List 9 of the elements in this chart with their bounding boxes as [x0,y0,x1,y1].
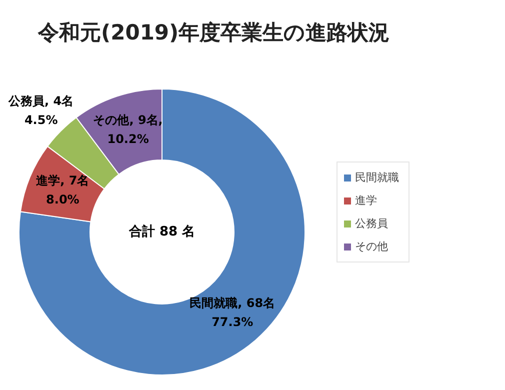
chart-title: 令和元(2019)年度卒業生の進路状況 [37,20,390,45]
legend-label: 民間就職 [355,171,399,184]
data-label: 民間就職, 68名 77.3% [190,296,276,330]
legend-label: その他 [355,240,388,254]
data-label: 公務員, 4名 4.5% [8,94,74,127]
legend-label: 公務員 [355,217,388,230]
text: 合計 88 名 [128,224,196,240]
legend-label: 進学 [355,194,377,208]
data-label: 進学, 7名 8.0% [35,174,90,207]
